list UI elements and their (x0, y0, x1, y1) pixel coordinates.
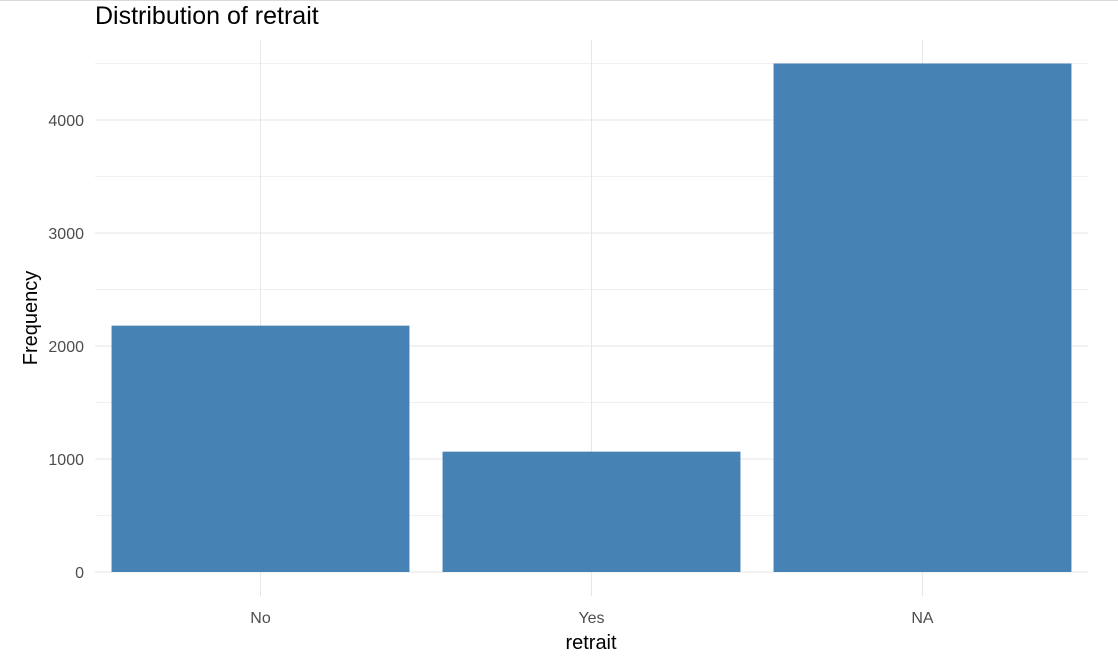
y-tick-label: 4000 (48, 113, 84, 130)
x-axis-title: retrait (565, 632, 617, 654)
bar-na (773, 63, 1072, 572)
y-tick-labels: 0 1000 2000 3000 4000 (48, 113, 84, 582)
bar-no (111, 325, 410, 572)
x-tick-label: NA (911, 610, 934, 627)
y-axis-title: Frequency (20, 271, 42, 366)
y-tick-label: 1000 (48, 452, 84, 469)
x-tick-label: Yes (578, 610, 604, 627)
bar-yes (442, 451, 741, 572)
chart-title: Distribution of retrait (95, 2, 319, 30)
bars (111, 63, 1072, 572)
x-tick-label: No (250, 610, 271, 627)
y-tick-label: 2000 (48, 339, 84, 356)
top-border (0, 0, 1118, 1)
x-tick-labels: No Yes NA (250, 610, 934, 627)
y-tick-label: 3000 (48, 226, 84, 243)
y-tick-label: 0 (75, 565, 84, 582)
